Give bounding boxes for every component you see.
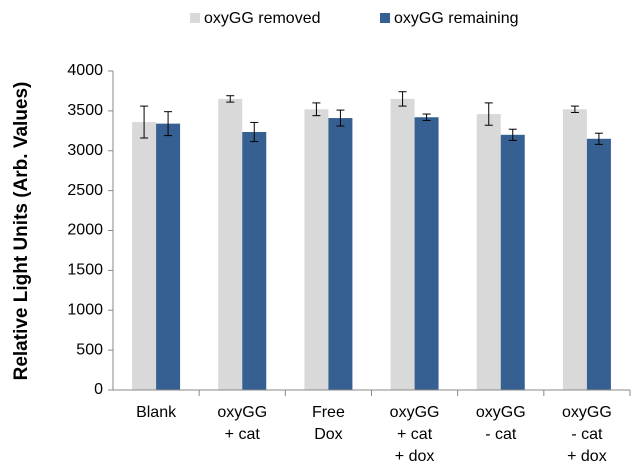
x-tick-label: - cat bbox=[485, 426, 517, 443]
y-tick-label: 0 bbox=[94, 381, 103, 398]
y-tick-label: 4000 bbox=[67, 62, 103, 79]
y-tick-label: 2000 bbox=[67, 222, 103, 239]
bar bbox=[156, 123, 181, 390]
bar bbox=[414, 117, 439, 390]
x-tick-label: oxyGG bbox=[476, 404, 526, 421]
bar bbox=[390, 98, 415, 390]
x-tick-label: Dox bbox=[314, 426, 342, 443]
y-tick-label: 1000 bbox=[67, 301, 103, 318]
x-tick-label: oxyGG bbox=[390, 404, 440, 421]
y-tick-label: 3000 bbox=[67, 142, 103, 159]
x-tick-label: oxyGG bbox=[562, 404, 612, 421]
legend-swatch bbox=[380, 13, 390, 23]
legend-label: oxyGG removed bbox=[204, 10, 320, 27]
legend-label: oxyGG remaining bbox=[394, 10, 519, 27]
x-tick-label: Blank bbox=[136, 404, 177, 421]
x-tick-label: + dox bbox=[567, 448, 607, 465]
bar bbox=[132, 122, 157, 390]
bar bbox=[304, 109, 329, 390]
x-tick-label: + cat bbox=[397, 426, 433, 443]
y-tick-label: 1500 bbox=[67, 262, 103, 279]
bar bbox=[218, 98, 243, 390]
y-tick-label: 3500 bbox=[67, 102, 103, 119]
bar bbox=[500, 134, 525, 390]
x-tick-label: + dox bbox=[395, 448, 435, 465]
x-tick-label: oxyGG bbox=[217, 404, 267, 421]
x-tick-label: - cat bbox=[571, 426, 603, 443]
bar bbox=[562, 109, 587, 390]
x-tick-label: + cat bbox=[225, 426, 261, 443]
y-axis-label: Relative Light Units (Arb. Values) bbox=[11, 82, 32, 381]
y-tick-label: 2500 bbox=[67, 182, 103, 199]
y-tick-label: 500 bbox=[76, 341, 103, 358]
bar bbox=[242, 132, 267, 391]
legend-swatch bbox=[190, 13, 200, 23]
bar bbox=[328, 118, 353, 391]
x-tick-label: Free bbox=[312, 404, 345, 421]
bar bbox=[476, 114, 501, 390]
bar bbox=[586, 138, 611, 390]
